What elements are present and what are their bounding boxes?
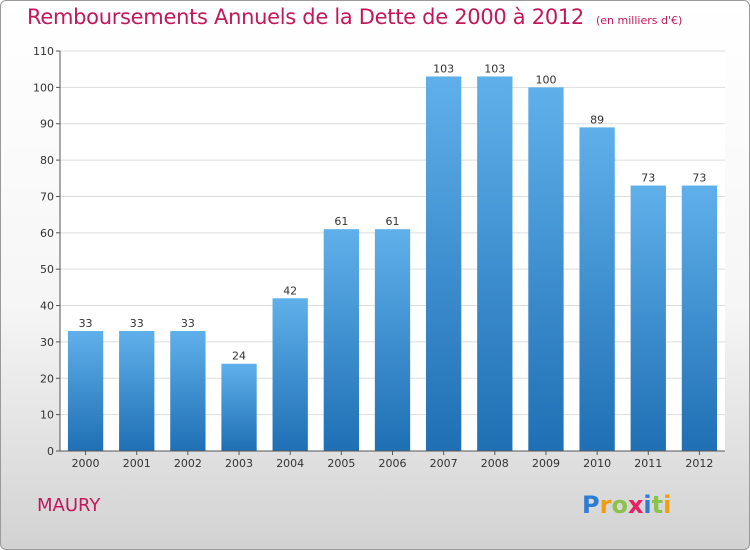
commune-name: MAURY [37,495,101,516]
y-tick-label: 90 [40,118,54,131]
y-tick-label: 70 [40,190,54,203]
x-tick-label: 2002 [174,457,202,470]
x-tick-label: 2009 [532,457,560,470]
x-tick-label: 2004 [276,457,304,470]
x-tick-label: 2005 [327,457,355,470]
y-tick-label: 10 [40,409,54,422]
chart-unit: (en milliers d'€) [596,14,683,27]
x-tick-label: 2003 [225,457,253,470]
proxiti-logo: Proxiti [582,491,672,519]
y-tick-label: 0 [47,445,54,458]
bar-value-label: 61 [334,215,348,228]
bar [119,331,155,451]
bar [170,331,206,451]
bar [323,229,359,451]
bar [477,76,513,452]
bar-value-label: 24 [232,350,246,363]
y-tick-label: 80 [40,154,54,167]
bar [528,87,564,451]
x-tick-label: 2011 [634,457,662,470]
bar-value-label: 73 [692,172,706,185]
x-tick-label: 2008 [481,457,509,470]
y-tick-label: 110 [33,45,54,58]
bar [272,298,308,451]
x-tick-label: 2000 [72,457,100,470]
chart-title: Remboursements Annuels de la Dette de 20… [27,5,682,29]
y-tick-label: 30 [40,336,54,349]
x-tick-label: 2001 [123,457,151,470]
bar-value-label: 73 [641,172,655,185]
bar-value-label: 42 [283,284,297,297]
chart-title-text: Remboursements Annuels de la Dette de 20… [27,5,584,29]
x-tick-label: 2007 [430,457,458,470]
bar-value-label: 33 [130,317,144,330]
x-tick-label: 2012 [685,457,713,470]
x-tick-label: 2010 [583,457,611,470]
bar-value-label: 33 [181,317,195,330]
y-tick-label: 100 [33,81,54,94]
y-tick-label: 40 [40,300,54,313]
bar-value-label: 89 [590,113,604,126]
bar-value-label: 100 [535,73,556,86]
bar [67,331,104,451]
bar [374,229,411,451]
bar [630,185,666,451]
y-tick-label: 50 [40,263,54,276]
bar-value-label: 61 [386,215,400,228]
y-tick-label: 60 [40,227,54,240]
bar-value-label: 103 [484,62,505,75]
bar [426,76,462,452]
bar-value-label: 103 [433,62,454,75]
bar [579,127,615,451]
bar-value-label: 33 [79,317,93,330]
bar [681,185,718,451]
y-tick-label: 20 [40,372,54,385]
bar [221,363,257,451]
x-tick-label: 2006 [379,457,407,470]
